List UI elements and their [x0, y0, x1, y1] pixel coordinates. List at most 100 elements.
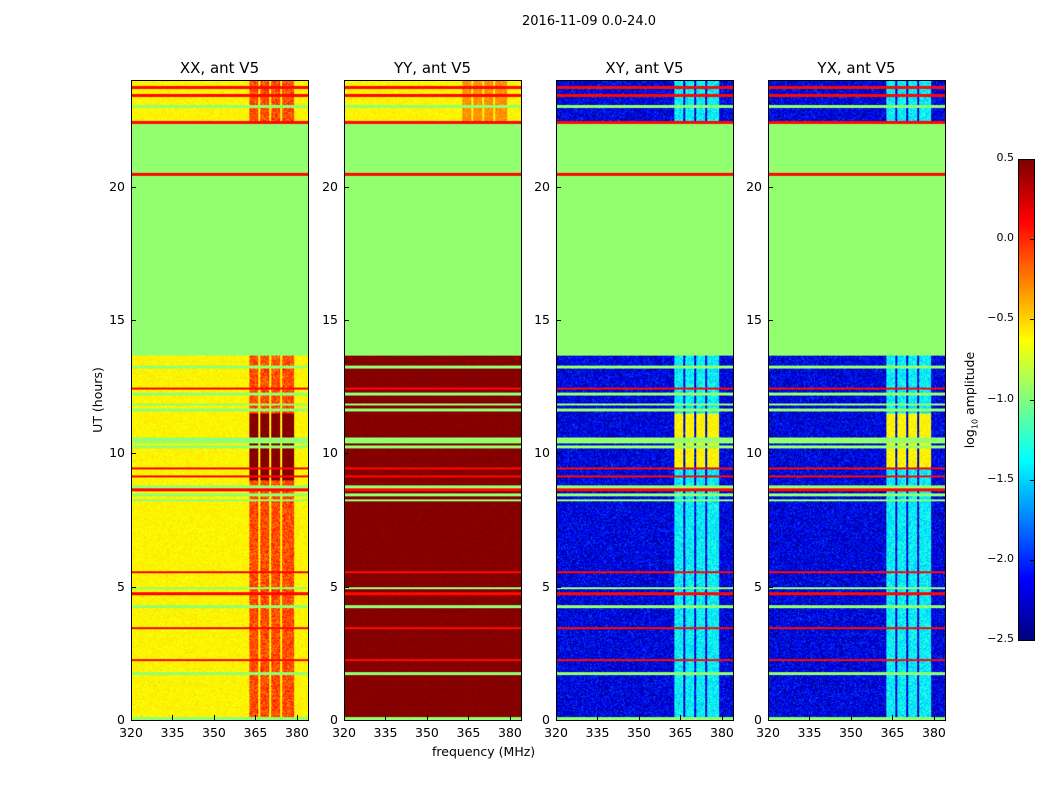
x-tick-label: 320 [544, 725, 568, 740]
heatmap-xy [556, 80, 734, 721]
y-tick-mark [131, 453, 136, 455]
panel-title: XY, ant V5 [605, 59, 684, 77]
y-tick-label: 10 [746, 445, 762, 461]
colorbar-tick-mark [1030, 239, 1035, 241]
y-tick-mark [344, 186, 349, 188]
x-tick-mark [892, 715, 894, 720]
y-tick-mark [556, 186, 561, 188]
y-tick-label: 15 [746, 312, 762, 327]
heatmap-xx [131, 80, 309, 721]
x-tick-label: 380 [498, 725, 522, 740]
y-tick-mark [344, 453, 349, 455]
x-tick-mark [468, 715, 470, 720]
y-tick-mark [556, 453, 561, 455]
x-tick-mark [680, 715, 682, 720]
colorbar-tick-mark [1030, 559, 1035, 561]
x-tick-mark [809, 715, 811, 720]
x-tick-label: 350 [839, 725, 863, 740]
y-tick-label: 0 [330, 712, 338, 727]
y-tick-mark [768, 453, 773, 455]
x-tick-mark [509, 715, 511, 720]
colorbar-tick-mark [1030, 640, 1035, 641]
y-tick-label: 0 [754, 712, 762, 727]
y-tick-mark [768, 586, 773, 588]
y-tick-mark [768, 186, 773, 188]
y-tick-label: 10 [109, 445, 125, 461]
x-tick-mark [385, 715, 387, 720]
panel-title: XX, ant V5 [179, 59, 260, 77]
x-tick-label: 350 [627, 725, 651, 740]
panel-title: YY, ant V5 [393, 59, 471, 77]
x-tick-label: 365 [243, 725, 268, 740]
x-tick-mark [426, 715, 428, 720]
y-tick-mark [344, 720, 349, 721]
y-axis-label: UT (hours) [90, 367, 105, 433]
x-tick-label: 365 [880, 725, 905, 740]
x-tick-mark [597, 715, 599, 720]
colorbar-tick-label: −1.0 [987, 391, 1014, 405]
y-tick-label: 5 [117, 578, 125, 594]
y-tick-label: 20 [109, 178, 125, 194]
y-tick-mark [344, 320, 349, 321]
colorbar-tick-mark [1030, 319, 1035, 321]
x-tick-label: 380 [285, 725, 309, 740]
x-tick-label: 380 [922, 725, 946, 740]
y-tick-mark [131, 586, 136, 588]
y-tick-label: 10 [322, 445, 338, 461]
x-axis-label: frequency (MHz) [432, 744, 536, 759]
y-tick-label: 15 [109, 312, 125, 327]
colorbar-tick-label: 0.5 [996, 151, 1015, 164]
y-tick-mark [131, 720, 136, 721]
x-tick-mark [255, 715, 257, 720]
x-tick-label: 380 [710, 725, 734, 740]
x-tick-mark [556, 715, 557, 720]
x-tick-mark [721, 715, 723, 720]
y-tick-label: 5 [542, 578, 550, 594]
colorbar-tick-mark [1030, 479, 1035, 481]
y-tick-label: 10 [534, 445, 550, 461]
heatmap-yy [344, 80, 522, 721]
heatmap-yx [768, 80, 946, 721]
x-tick-mark [131, 715, 132, 720]
x-tick-label: 320 [119, 725, 143, 740]
colorbar-tick-mark [1030, 159, 1035, 160]
y-tick-mark [768, 720, 773, 721]
colorbar-tick-mark [1030, 399, 1035, 401]
y-tick-label: 20 [322, 178, 338, 194]
x-tick-mark [768, 715, 769, 720]
x-tick-mark [296, 715, 298, 720]
y-tick-mark [556, 720, 561, 721]
x-tick-label: 335 [373, 725, 398, 740]
x-tick-mark [344, 715, 345, 720]
figure-title: 2016-11-09 0.0-24.0 [522, 14, 656, 29]
x-tick-mark [638, 715, 640, 720]
y-tick-label: 0 [117, 712, 125, 727]
y-tick-label: 5 [754, 578, 762, 594]
panel-title: YX, ant V5 [817, 59, 896, 77]
x-tick-label: 320 [332, 725, 356, 740]
y-tick-mark [556, 320, 561, 321]
x-tick-mark [213, 715, 215, 720]
colorbar-tick-label: 0.0 [996, 231, 1015, 245]
y-tick-mark [131, 186, 136, 188]
y-tick-mark [768, 320, 773, 321]
x-tick-label: 350 [415, 725, 439, 740]
y-tick-label: 15 [322, 312, 338, 327]
y-tick-label: 15 [534, 312, 550, 327]
y-tick-label: 5 [330, 578, 338, 594]
x-tick-mark [933, 715, 935, 720]
y-tick-label: 20 [534, 178, 550, 194]
x-tick-label: 320 [756, 725, 780, 740]
y-tick-label: 0 [542, 712, 550, 727]
colorbar-tick-label: −0.5 [987, 311, 1014, 325]
x-tick-label: 365 [456, 725, 481, 740]
y-tick-label: 20 [746, 178, 762, 194]
colorbar-tick-label: −2.5 [987, 632, 1014, 645]
x-tick-mark [172, 715, 174, 720]
colorbar-tick-label: −2.0 [987, 551, 1014, 565]
colorbar-tick-label: −1.5 [987, 471, 1014, 485]
x-tick-label: 335 [160, 725, 185, 740]
x-tick-label: 335 [585, 725, 610, 740]
x-tick-label: 365 [668, 725, 693, 740]
